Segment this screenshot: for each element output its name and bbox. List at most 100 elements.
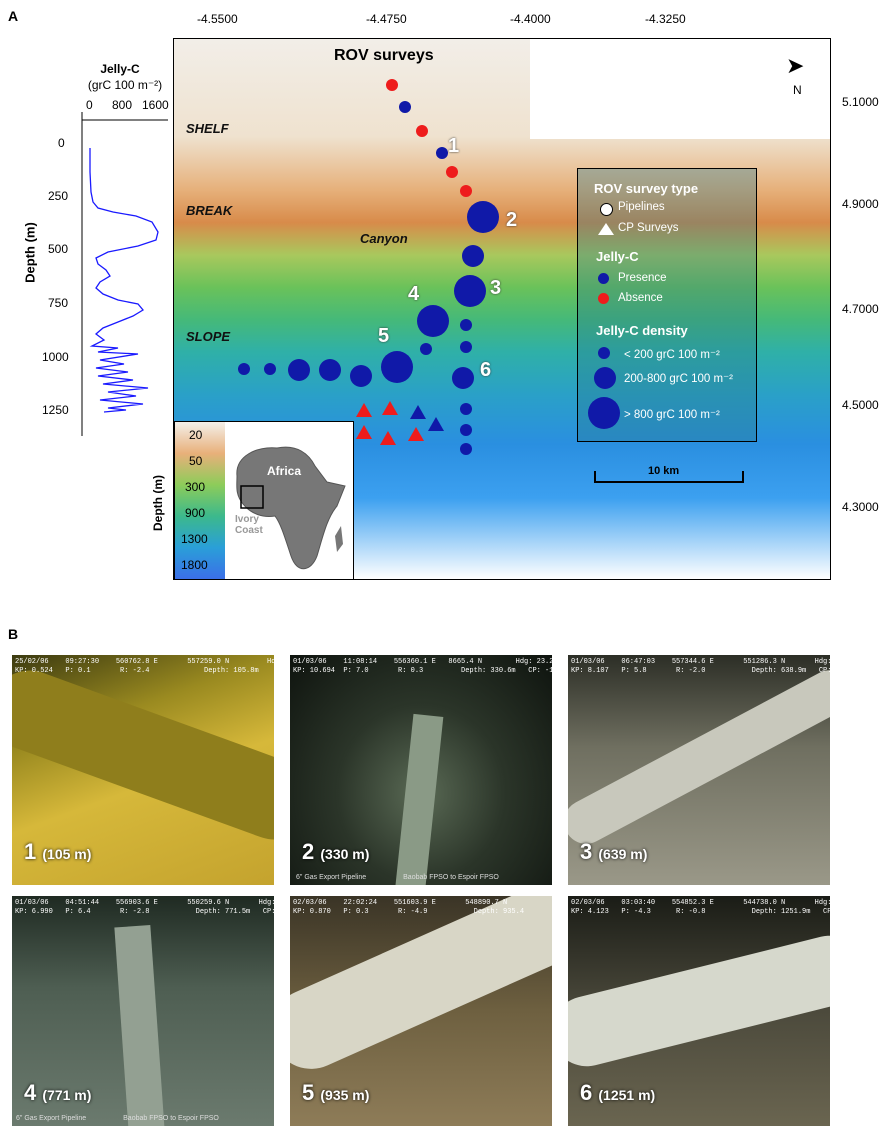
label-canyon: Canyon <box>360 231 408 246</box>
absence-marker <box>460 185 472 197</box>
bathymetry-map: ROV surveys SHELF BREAK SLOPE Canyon ➤ N… <box>173 38 831 580</box>
photo-metadata: 02/03/06 03:03:40 554852.3 E 544738.0 N … <box>571 899 830 916</box>
photo-caption: 1 (105 m) <box>24 839 91 865</box>
site-label: 2 <box>506 209 518 231</box>
density-small-symbol <box>598 347 610 359</box>
map-y-tick: 4.3000 <box>842 500 879 514</box>
north-arrow-icon: ➤ <box>786 53 805 78</box>
presence-symbol <box>598 273 609 284</box>
profile-y-tick: 1250 <box>42 403 69 417</box>
ivory-coast-label: Ivory Coast <box>235 514 263 536</box>
profile-x-tick: 800 <box>112 98 133 112</box>
photo-caption: 2 (330 m) <box>302 839 369 865</box>
profile-y-tick: 1000 <box>42 350 69 364</box>
pipeline-shape <box>114 925 166 1126</box>
presence-marker <box>238 363 250 375</box>
scale-label: 10 km <box>648 465 680 477</box>
depth-key-value: 20 <box>189 428 203 442</box>
photo-site-1: 25/02/06 09:27:30 560762.8 E 557259.0 N … <box>12 655 274 885</box>
cp-presence-marker <box>410 405 426 419</box>
photo-site-number: 3 <box>580 839 593 864</box>
label-break: BREAK <box>186 203 233 218</box>
photo-metadata: 02/03/06 22:02:24 551603.9 E 548890.7 N … <box>293 899 525 916</box>
jelly-c-profile-plot <box>81 112 168 436</box>
photo-metadata: 01/03/06 04:51:44 556903.6 E 550259.6 N … <box>15 899 274 916</box>
photo-caption: 3 (639 m) <box>580 839 647 865</box>
map-unmapped-area <box>530 39 830 139</box>
photo-metadata: 01/03/06 06:47:03 557344.6 E 551286.3 N … <box>571 658 830 675</box>
photo-site-5: 02/03/06 22:02:24 551603.9 E 548890.7 N … <box>290 896 552 1126</box>
photo-depth: (935 m) <box>320 1087 370 1103</box>
africa-map <box>236 446 346 570</box>
panel-a-label: A <box>8 8 19 24</box>
pipeline-shape <box>568 662 830 852</box>
map-legend: ROV survey type Pipelines CP Surveys Jel… <box>577 168 757 442</box>
photo-metadata: 01/03/06 11:08:14 556360.1 E 8665.4 N Hd… <box>293 658 552 675</box>
depth-key-label: Depth (m) <box>151 475 165 531</box>
legend-type-title: ROV survey type <box>594 181 699 196</box>
africa-label: Africa <box>267 464 302 478</box>
presence-marker <box>452 367 474 389</box>
presence-marker <box>417 305 449 337</box>
photo-footer: 6" Gas Export Pipeline Baobab FPSO to Es… <box>296 874 499 881</box>
photo-site-number: 5 <box>302 1080 315 1105</box>
profile-y-tick: 500 <box>48 242 69 256</box>
presence-marker <box>460 319 472 331</box>
photo-caption: 4 (771 m) <box>24 1080 91 1106</box>
presence-marker <box>436 147 448 159</box>
profile-y-label: Depth (m) <box>22 222 38 283</box>
site-label: 1 <box>448 135 460 157</box>
presence-marker <box>288 359 310 381</box>
absence-marker <box>416 125 428 137</box>
legend-d1: < 200 grC 100 m⁻² <box>624 349 720 361</box>
absence-marker <box>386 79 398 91</box>
photo-caption: 6 (1251 m) <box>580 1080 655 1106</box>
density-large-symbol <box>588 397 620 429</box>
photo-caption: 5 (935 m) <box>302 1080 369 1106</box>
depth-key-value: 1300 <box>181 532 208 546</box>
map-y-tick: 4.5000 <box>842 398 879 412</box>
presence-marker <box>381 351 413 383</box>
inset-panel: 20 50 300 900 1300 1800 Africa Ivory Coa… <box>174 421 354 580</box>
pipeline-symbol <box>600 203 613 216</box>
map-x-tick: -4.5500 <box>197 12 238 26</box>
site-label: 3 <box>490 277 502 299</box>
absence-symbol <box>598 293 609 304</box>
legend-density-title: Jelly-C density <box>596 323 688 338</box>
depth-color-key <box>175 422 225 579</box>
presence-marker <box>462 245 484 267</box>
presence-marker <box>460 403 472 415</box>
map-title: ROV surveys <box>334 47 434 64</box>
photo-site-4: 01/03/06 04:51:44 556903.6 E 550259.6 N … <box>12 896 274 1126</box>
photo-depth: (330 m) <box>320 846 370 862</box>
profile-y-tick: 750 <box>48 296 69 310</box>
cp-symbol <box>598 223 614 235</box>
photo-site-2: 01/03/06 11:08:14 556360.1 E 8665.4 N Hd… <box>290 655 552 885</box>
cp-absence-marker <box>382 401 398 415</box>
photo-depth: (105 m) <box>42 846 92 862</box>
presence-marker <box>319 359 341 381</box>
depth-key-value: 900 <box>185 506 206 520</box>
cp-absence-marker <box>380 431 396 445</box>
photo-site-6: 02/03/06 03:03:40 554852.3 E 544738.0 N … <box>568 896 830 1126</box>
legend-presence: Presence <box>618 272 667 284</box>
map-x-tick: -4.4750 <box>366 12 407 26</box>
site-label: 5 <box>378 325 390 347</box>
site-label: 4 <box>408 283 420 305</box>
photo-site-number: 2 <box>302 839 315 864</box>
pipeline-shape <box>394 713 444 885</box>
absence-marker <box>446 166 458 178</box>
photo-site-number: 4 <box>24 1080 37 1105</box>
photo-depth: (771 m) <box>42 1087 92 1103</box>
panel-b-label: B <box>8 626 19 642</box>
pipeline-shape <box>568 928 830 1074</box>
legend-cp: CP Surveys <box>618 222 679 234</box>
north-label: N <box>793 83 802 97</box>
study-area-box <box>240 485 264 509</box>
depth-key-value: 1800 <box>181 558 208 572</box>
photo-footer: 6" Gas Export Pipeline Baobab FPSO to Es… <box>16 1115 219 1122</box>
photo-site-number: 1 <box>24 839 37 864</box>
cp-presence-marker <box>428 417 444 431</box>
presence-marker <box>460 443 472 455</box>
profile-y-tick: 0 <box>58 136 65 150</box>
